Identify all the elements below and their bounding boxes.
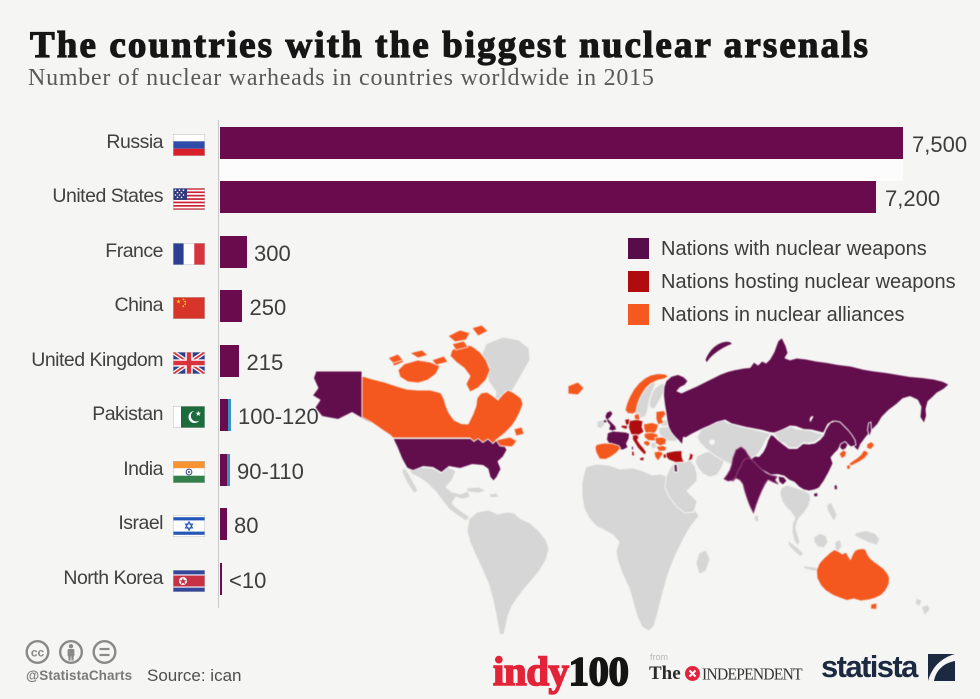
svg-text:cc: cc <box>31 645 45 659</box>
